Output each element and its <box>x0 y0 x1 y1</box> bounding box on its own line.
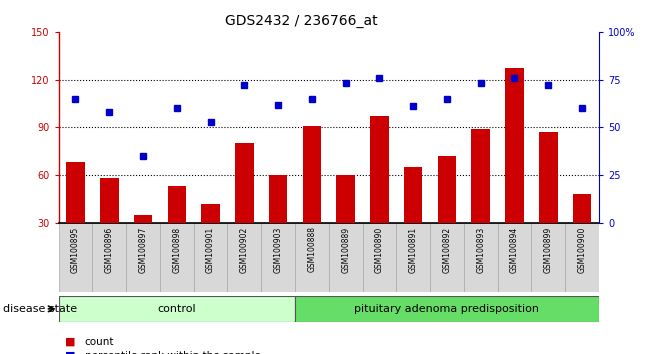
Text: GSM100898: GSM100898 <box>173 227 181 273</box>
Bar <box>261 223 295 292</box>
Bar <box>430 223 464 292</box>
Text: GSM100901: GSM100901 <box>206 227 215 273</box>
Bar <box>505 69 524 271</box>
Bar <box>201 204 220 271</box>
Bar <box>100 178 118 271</box>
Bar <box>167 186 186 271</box>
Bar <box>59 223 92 292</box>
Bar <box>329 223 363 292</box>
Text: GSM100896: GSM100896 <box>105 227 114 273</box>
Text: GSM100895: GSM100895 <box>71 227 80 273</box>
Text: GSM100889: GSM100889 <box>341 227 350 273</box>
Bar <box>66 162 85 271</box>
Text: GSM100899: GSM100899 <box>544 227 553 273</box>
Bar <box>303 126 321 271</box>
Text: GSM100894: GSM100894 <box>510 227 519 273</box>
Text: pituitary adenoma predisposition: pituitary adenoma predisposition <box>354 304 540 314</box>
Text: GSM100888: GSM100888 <box>307 227 316 273</box>
Bar <box>404 167 422 271</box>
Bar <box>59 296 295 322</box>
Bar <box>133 215 152 271</box>
Bar <box>573 194 591 271</box>
Text: GSM100903: GSM100903 <box>273 227 283 273</box>
Text: ■: ■ <box>65 337 76 347</box>
Text: ■: ■ <box>65 351 76 354</box>
Text: GSM100892: GSM100892 <box>443 227 451 273</box>
Bar <box>437 156 456 271</box>
Text: control: control <box>158 304 196 314</box>
Text: GSM100891: GSM100891 <box>409 227 418 273</box>
Bar <box>363 223 396 292</box>
Bar <box>370 116 389 271</box>
Bar <box>539 132 557 271</box>
Bar <box>464 223 497 292</box>
Bar <box>92 223 126 292</box>
Text: GSM100897: GSM100897 <box>139 227 148 273</box>
Bar <box>531 223 565 292</box>
Text: GSM100893: GSM100893 <box>477 227 485 273</box>
Bar <box>227 223 261 292</box>
Text: count: count <box>85 337 114 347</box>
Bar <box>295 296 599 322</box>
Bar <box>396 223 430 292</box>
Bar <box>471 129 490 271</box>
Bar <box>497 223 531 292</box>
Text: GSM100900: GSM100900 <box>577 227 587 273</box>
Title: GDS2432 / 236766_at: GDS2432 / 236766_at <box>225 14 378 28</box>
Bar <box>269 175 287 271</box>
Bar <box>295 223 329 292</box>
Bar <box>337 175 355 271</box>
Bar <box>160 223 194 292</box>
Bar <box>235 143 254 271</box>
Bar <box>194 223 227 292</box>
Bar <box>565 223 599 292</box>
Text: GSM100890: GSM100890 <box>375 227 384 273</box>
Bar <box>126 223 160 292</box>
Text: GSM100902: GSM100902 <box>240 227 249 273</box>
Text: percentile rank within the sample: percentile rank within the sample <box>85 351 260 354</box>
Text: disease state: disease state <box>3 304 77 314</box>
